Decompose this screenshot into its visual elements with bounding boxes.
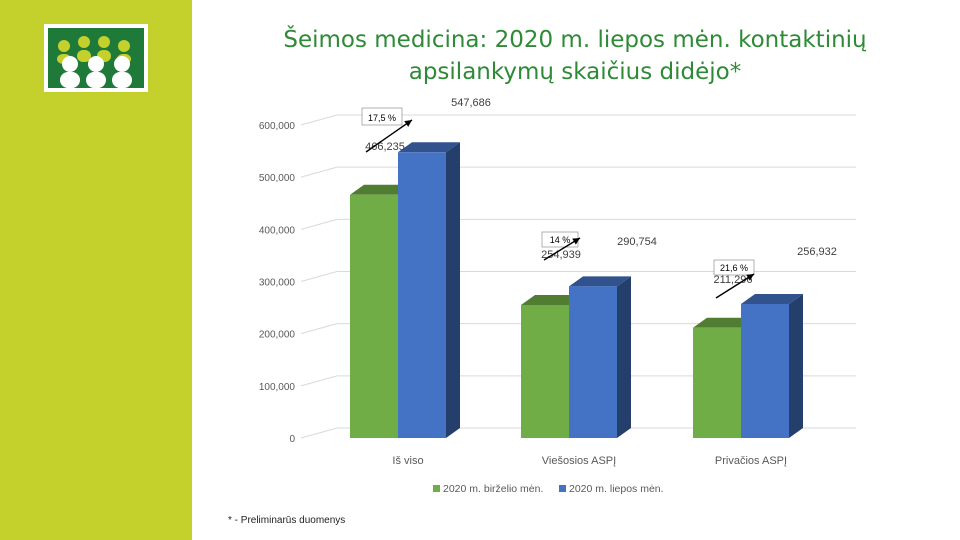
bar <box>741 303 789 438</box>
legend-label: 2020 m. liepos mėn. <box>569 483 664 495</box>
title-line-1: Šeimos medicina: 2020 m. liepos mėn. kon… <box>283 27 867 53</box>
legend-label: 2020 m. birželio mėn. <box>443 483 543 495</box>
data-label: 211,296 <box>714 274 753 286</box>
y-tick-label: 500,000 <box>259 173 296 184</box>
data-label: 290,754 <box>617 236 657 248</box>
y-tick-label: 200,000 <box>259 330 296 341</box>
bar-side <box>617 276 631 438</box>
bar-side <box>446 142 460 438</box>
bar <box>693 327 741 438</box>
y-tick-label: 0 <box>289 434 295 445</box>
data-label: 254,939 <box>541 249 581 261</box>
y-tick-label: 400,000 <box>259 225 296 236</box>
family-group-icon <box>48 28 144 88</box>
gridline <box>300 323 856 335</box>
data-label: 466,235 <box>365 141 405 153</box>
arrow-head-icon <box>572 238 580 245</box>
gridline <box>300 375 856 387</box>
x-tick-label: Iš viso <box>392 455 423 467</box>
bar-top <box>350 184 412 195</box>
growth-annotation: 17,5 % <box>368 113 396 123</box>
bar-top <box>521 295 583 306</box>
bar-chart: 0 100,000 200,000 300,000 400,000 500,000 600,… <box>259 97 856 495</box>
gridline <box>300 218 856 230</box>
bar <box>398 152 446 438</box>
bar <box>521 305 569 438</box>
arrow-head-icon <box>746 274 754 281</box>
gridline <box>300 427 856 439</box>
footnote: * - Preliminarūs duomenys <box>228 515 346 526</box>
gridline <box>300 114 856 126</box>
legend-swatch <box>559 485 566 492</box>
gridline <box>300 166 856 178</box>
growth-arrow <box>365 119 413 153</box>
growth-annotation: 21,6 % <box>720 263 748 273</box>
bar <box>350 194 398 438</box>
data-label: 256,932 <box>797 246 837 258</box>
growth-arrow <box>715 273 755 299</box>
y-tick-label: 100,000 <box>259 382 296 393</box>
bar-top <box>398 142 460 153</box>
legend-swatch <box>433 485 440 492</box>
arrow-head-icon <box>404 120 412 127</box>
gridline <box>300 271 856 282</box>
growth-arrow <box>543 237 581 261</box>
bar-side <box>789 293 803 438</box>
growth-annotation: 14 % <box>550 235 571 245</box>
title-line-2: apsilankymų skaičius didėjo* <box>408 59 742 85</box>
x-tick-label: Viešosios ASPĮ <box>542 455 616 467</box>
y-tick-label: 300,000 <box>259 278 296 289</box>
slide-title: Šeimos medicina: 2020 m. liepos mėn. kon… <box>230 24 920 88</box>
annotation-box <box>361 107 403 126</box>
bar-top <box>569 276 631 287</box>
bar <box>569 286 617 438</box>
y-tick-label: 600,000 <box>259 121 296 132</box>
x-tick-label: Privačios ASPĮ <box>715 455 787 467</box>
bar-top <box>693 317 755 328</box>
bar-top <box>741 293 803 304</box>
annotation-box <box>713 259 755 276</box>
data-label: 547,686 <box>451 97 491 109</box>
logo <box>44 24 148 92</box>
